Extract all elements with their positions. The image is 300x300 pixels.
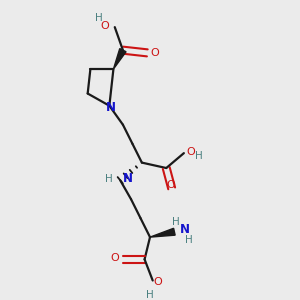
Text: H: H bbox=[94, 13, 102, 22]
Text: O: O bbox=[166, 180, 175, 190]
Text: H: H bbox=[146, 290, 154, 300]
Text: O: O bbox=[151, 48, 159, 58]
Text: H: H bbox=[185, 235, 193, 245]
Text: N: N bbox=[180, 223, 190, 236]
Text: H: H bbox=[195, 151, 203, 161]
Text: O: O bbox=[100, 21, 109, 31]
Text: O: O bbox=[110, 253, 119, 263]
Polygon shape bbox=[113, 49, 126, 69]
Text: H: H bbox=[172, 217, 180, 227]
Text: N: N bbox=[106, 100, 116, 114]
Text: N: N bbox=[123, 172, 133, 185]
Polygon shape bbox=[150, 228, 175, 237]
Text: O: O bbox=[186, 147, 195, 157]
Text: H: H bbox=[105, 174, 112, 184]
Text: O: O bbox=[154, 277, 163, 287]
